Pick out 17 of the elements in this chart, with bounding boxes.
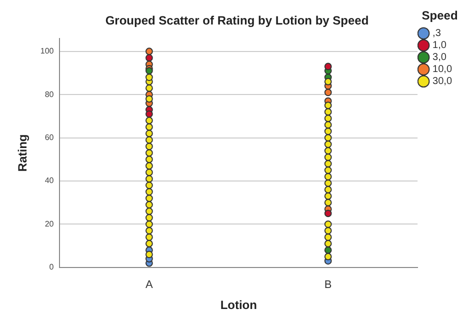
y-axis-title: Rating bbox=[16, 134, 30, 172]
y-tick-label: 40 bbox=[44, 176, 54, 186]
legend-label: ,3 bbox=[432, 28, 442, 40]
chart-title: Grouped Scatter of Rating by Lotion by Speed bbox=[105, 14, 369, 28]
x-tick-label: A bbox=[146, 279, 154, 292]
legend-label: 10,0 bbox=[432, 64, 452, 76]
y-tick-label: 100 bbox=[40, 46, 54, 56]
legend-title: Speed bbox=[422, 8, 458, 22]
legend-label: 30,0 bbox=[432, 76, 452, 88]
y-tick-label: 0 bbox=[49, 262, 54, 272]
legend-label: 3,0 bbox=[432, 52, 447, 64]
x-tick-label: B bbox=[324, 279, 332, 292]
y-tick-label: 80 bbox=[44, 90, 54, 99]
y-tick-label: 20 bbox=[44, 219, 54, 228]
legend-label: 1,0 bbox=[432, 40, 447, 52]
x-axis-title: Lotion bbox=[220, 298, 257, 312]
y-tick-label: 60 bbox=[44, 132, 54, 142]
